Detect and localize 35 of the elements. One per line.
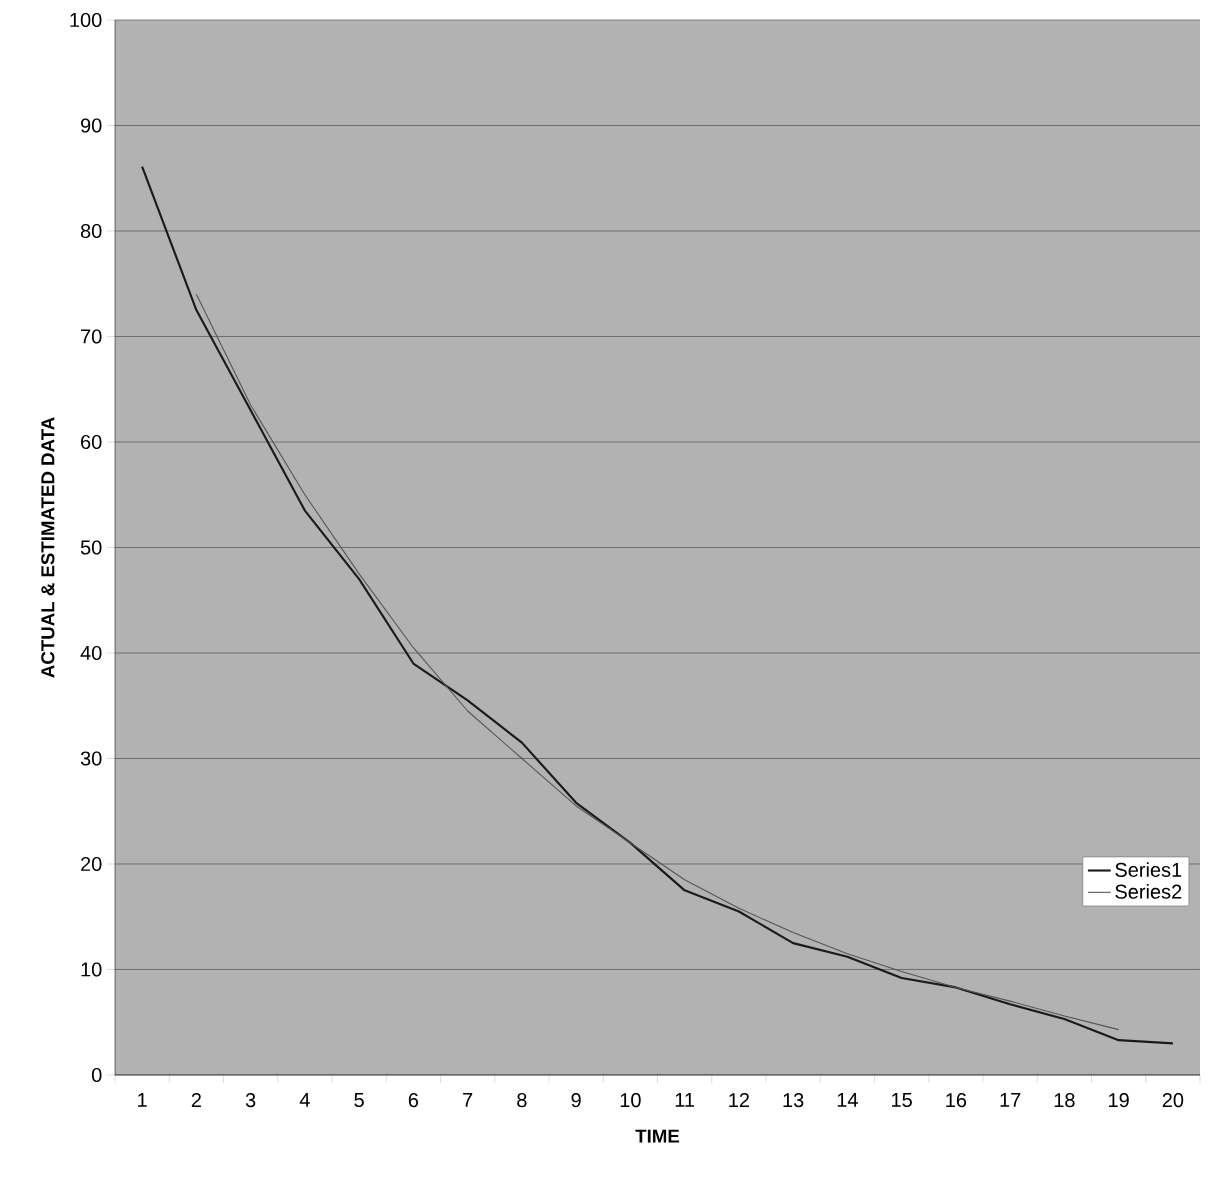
x-tick-label: 17: [1000, 1093, 1021, 1107]
x-tick-label: 11: [675, 1093, 695, 1107]
y-tick-label: 30: [80, 751, 102, 766]
x-tick-label: 19: [1109, 1093, 1129, 1108]
x-tick-label: 5: [354, 1093, 364, 1107]
x-tick-label: 16: [946, 1093, 967, 1108]
x-tick-label: 10: [620, 1093, 641, 1108]
y-tick-label: 40: [80, 645, 102, 661]
y-axis-title: ACTUAL & ESTIMATED DATA: [41, 417, 55, 678]
y-tick-label: 80: [80, 223, 102, 239]
y-tick-label: 100: [70, 12, 102, 28]
y-tick-label: 50: [80, 540, 102, 555]
x-tick-label: 18: [1054, 1093, 1075, 1108]
x-tick-label: 15: [892, 1093, 912, 1107]
x-tick-label: 6: [408, 1093, 419, 1108]
x-tick-label: 14: [837, 1093, 858, 1107]
x-tick-label: 4: [299, 1093, 310, 1107]
y-tick-label: 0: [91, 1067, 102, 1083]
x-tick-label: 8: [517, 1093, 527, 1108]
x-axis-title: TIME: [635, 1129, 680, 1143]
y-tick-label: 20: [81, 856, 102, 872]
y-tick-label: 90: [80, 118, 102, 133]
y-tick-label: 60: [81, 434, 102, 450]
x-tick-label: 9: [571, 1093, 581, 1108]
x-tick-label: 7: [463, 1093, 473, 1107]
legend-label: Series2: [1115, 884, 1182, 899]
x-tick-label: 3: [245, 1093, 256, 1108]
y-tick-label: 10: [81, 962, 102, 977]
x-tick-label: 20: [1162, 1093, 1184, 1108]
x-tick-label: 12: [729, 1093, 749, 1107]
x-tick-label: 2: [191, 1093, 201, 1107]
legend-label: Series1: [1115, 862, 1182, 877]
x-tick-label: 1: [138, 1093, 147, 1107]
y-tick-label: 70: [81, 329, 102, 344]
x-tick-label: 13: [783, 1093, 804, 1108]
